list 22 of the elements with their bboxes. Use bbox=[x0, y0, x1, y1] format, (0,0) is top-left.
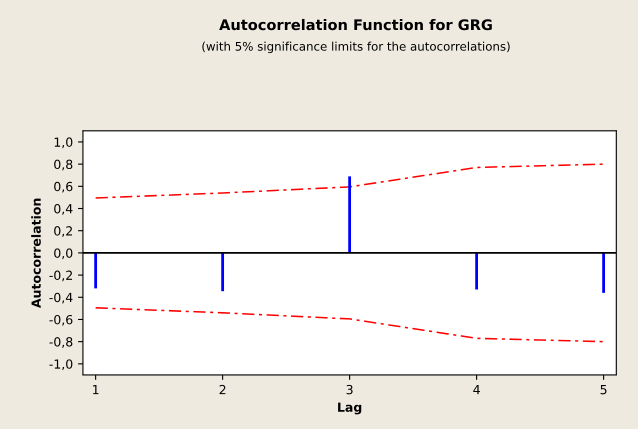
y-axis-title: Autocorrelation bbox=[31, 198, 41, 308]
y-tick-label: -0,2 bbox=[49, 270, 72, 282]
line-series bbox=[94, 307, 604, 342]
chart-title: Autocorrelation Function for GRG bbox=[219, 18, 492, 30]
line-series bbox=[94, 163, 604, 199]
x-tick-label: 1 bbox=[93, 385, 98, 394]
y-tick-label: 0,6 bbox=[54, 182, 72, 193]
y-tick-label: -1,0 bbox=[49, 359, 72, 370]
x-tick-label: 3 bbox=[346, 384, 353, 394]
y-tick-label: -0,6 bbox=[49, 314, 72, 326]
x-axis-title: Lag bbox=[338, 402, 362, 414]
chart-subtitle: (with 5% significance limits for the autocorrelations) bbox=[202, 42, 510, 54]
y-tick-label: 0,4 bbox=[54, 204, 73, 215]
y-tick-label: -0,8 bbox=[49, 337, 72, 348]
y-tick-label: 0,0 bbox=[54, 248, 72, 260]
y-tick-label: 0,8 bbox=[54, 160, 72, 170]
x-tick-label: 5 bbox=[600, 385, 606, 394]
y-tick-label: 1,0 bbox=[54, 137, 72, 148]
x-tick-label: 2 bbox=[220, 384, 226, 394]
y-tick-label: 0,2 bbox=[54, 226, 72, 237]
x-tick-label: 4 bbox=[473, 385, 480, 394]
y-tick-label: -0,4 bbox=[49, 292, 73, 304]
